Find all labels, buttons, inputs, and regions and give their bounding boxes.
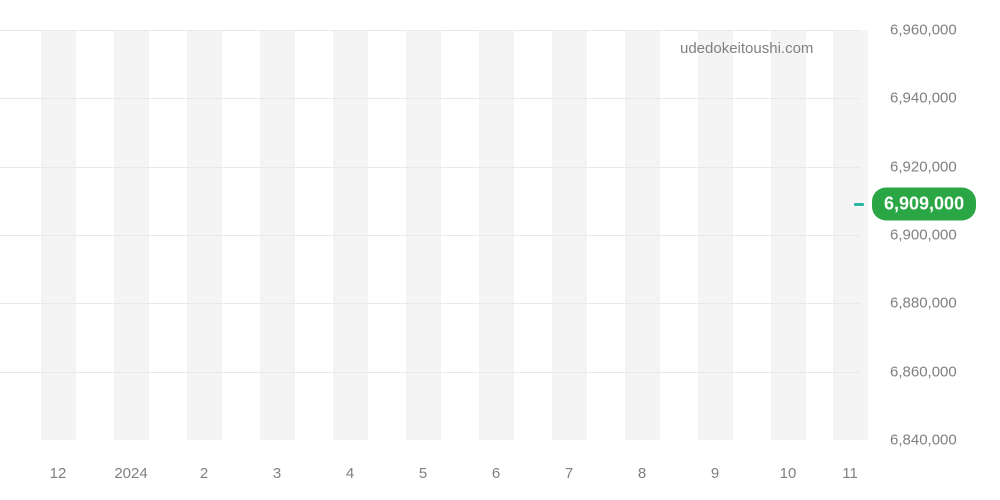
x-axis-label: 9 [711, 465, 719, 482]
x-axis-label: 2024 [114, 465, 147, 482]
hgrid [0, 167, 860, 168]
x-axis-label: 4 [346, 465, 354, 482]
y-axis-label: 6,900,000 [890, 227, 957, 244]
y-axis-label: 6,960,000 [890, 22, 957, 39]
hgrid [0, 30, 860, 31]
current-value-badge: 6,909,000 [872, 188, 976, 221]
x-axis-label: 6 [492, 465, 500, 482]
x-axis-label: 2 [200, 465, 208, 482]
price-chart: udedokeitoushi.com 12 2024 2 3 4 5 6 7 8 9 10 11 6,… [0, 0, 1000, 500]
hgrid [0, 372, 860, 373]
x-axis-label: 12 [50, 465, 67, 482]
x-axis-label: 3 [273, 465, 281, 482]
x-axis-label: 10 [780, 465, 797, 482]
data-point-tick [854, 203, 864, 206]
y-axis-label: 6,920,000 [890, 158, 957, 175]
y-axis-label: 6,940,000 [890, 90, 957, 107]
plot-area [0, 0, 860, 440]
watermark: udedokeitoushi.com [680, 40, 813, 57]
x-axis-label: 8 [638, 465, 646, 482]
x-axis-label: 11 [842, 465, 858, 482]
y-axis-label: 6,880,000 [890, 295, 957, 312]
x-axis-label: 7 [565, 465, 573, 482]
x-axis-label: 5 [419, 465, 427, 482]
y-axis-label: 6,840,000 [890, 432, 957, 449]
y-axis-label: 6,860,000 [890, 363, 957, 380]
hgrid [0, 98, 860, 99]
hgrid [0, 235, 860, 236]
hgrid [0, 303, 860, 304]
